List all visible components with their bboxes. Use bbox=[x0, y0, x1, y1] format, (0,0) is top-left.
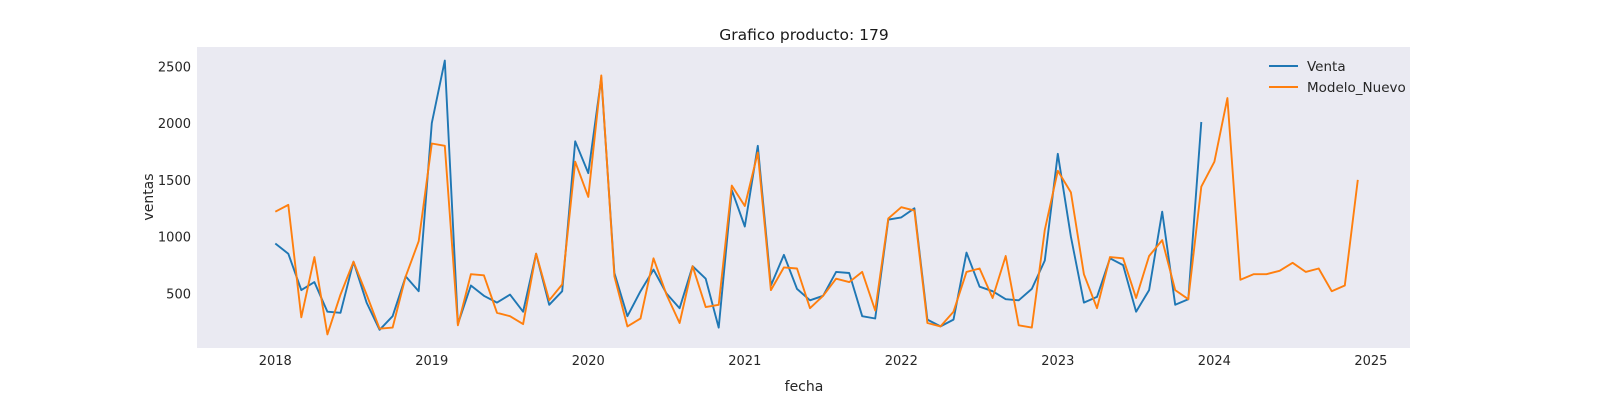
chart-title: Grafico producto: 179 bbox=[719, 26, 888, 44]
y-tick-label: 500 bbox=[166, 287, 191, 302]
x-tick-label: 2021 bbox=[728, 354, 761, 369]
legend: Venta Modelo_Nuevo bbox=[1269, 59, 1406, 96]
plot-area bbox=[197, 47, 1410, 348]
x-tick-label: 2019 bbox=[415, 354, 448, 369]
series-line-venta bbox=[274, 59, 1203, 331]
x-tick-label: 2025 bbox=[1354, 354, 1387, 369]
y-axis: 500 1000 1500 2000 2500 bbox=[158, 60, 191, 302]
y-axis-label: ventas bbox=[141, 173, 157, 220]
y-tick-label: 1500 bbox=[158, 174, 191, 189]
x-axis: 2018 2019 2020 2021 2022 2023 2024 2025 bbox=[259, 354, 1388, 369]
x-tick-label: 2020 bbox=[572, 354, 605, 369]
y-tick-label: 1000 bbox=[158, 231, 191, 246]
x-tick-label: 2024 bbox=[1198, 354, 1231, 369]
y-tick-label: 2000 bbox=[158, 117, 191, 132]
series-layer bbox=[274, 59, 1359, 336]
series-line-modelo-nuevo bbox=[274, 74, 1359, 336]
legend-label: Modelo_Nuevo bbox=[1307, 80, 1406, 96]
legend-label: Venta bbox=[1307, 59, 1346, 75]
x-tick-label: 2022 bbox=[885, 354, 918, 369]
x-axis-label: fecha bbox=[785, 379, 824, 395]
y-tick-label: 2500 bbox=[158, 60, 191, 75]
x-tick-label: 2018 bbox=[259, 354, 292, 369]
x-tick-label: 2023 bbox=[1041, 354, 1074, 369]
